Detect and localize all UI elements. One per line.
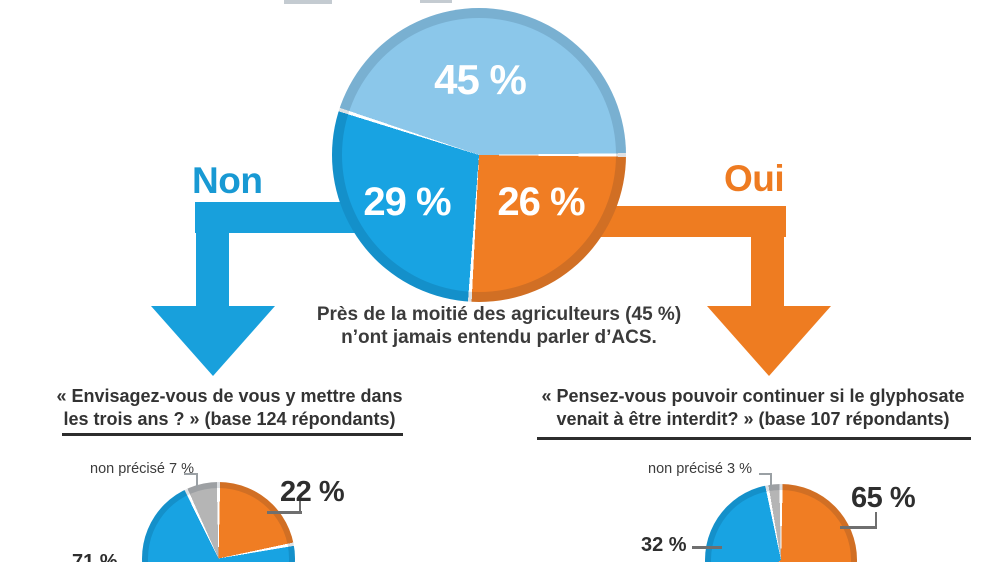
right-question-line-1: « Pensez-vous pouvoir continuer si le gl… [541,386,965,406]
caption-line-2: n’ont jamais entendu parler d’ACS. [341,327,657,348]
main-pie-caption: Près de la moitié des agriculteurs (45 %… [300,303,698,349]
left-question: « Envisagez-vous de vous y mettre dans l… [42,385,417,431]
left-pie-chart [142,482,295,562]
left-pie-value-22: 22 % [280,476,345,508]
left-question-line-2: les trois ans ? » (base 124 répondants) [63,409,396,429]
left-nonprecise-callout-line [196,473,198,488]
yes-arrowhead-icon [707,306,831,376]
main-pie-value-29: 29 % [363,180,451,224]
right-nonprecise-label: non précisé 3 % [648,461,752,477]
left-nonprecise-callout-line [184,473,198,475]
right-pie-value-32: 32 % [641,534,687,556]
main-pie-chart [332,8,626,302]
branch-label-oui: Oui [724,158,785,199]
cropped-title-fragment [420,0,452,3]
no-branch-stem [196,202,229,314]
no-arrowhead-icon [151,306,275,376]
main-pie-value-26: 26 % [497,180,585,224]
left-pie-value-71: 71 % [72,551,118,562]
left-question-line-1: « Envisagez-vous de vous y mettre dans [56,386,403,406]
right-pie-value-65: 65 % [851,482,916,514]
right-question-underline [537,437,971,440]
right-nonprecise-callout-line [759,473,772,475]
left-nonprecise-label: non précisé 7 % [90,461,194,477]
right-nonprecise-callout-line [770,473,772,489]
left-question-underline [62,433,403,436]
cropped-title-fragment [284,0,332,4]
yes-branch-stem [751,206,784,314]
main-pie-value-45: 45 % [434,56,527,103]
branch-label-non: Non [192,160,263,201]
right-question-line-2: venait à être interdit? » (base 107 répo… [556,409,950,429]
left-22-callout-line [267,511,302,514]
right-65-callout-line [875,512,877,528]
left-22-callout-line [299,501,301,513]
right-65-callout-line [840,526,877,529]
right-question: « Pensez-vous pouvoir continuer si le gl… [527,385,979,431]
right-32-callout-line [692,546,722,549]
right-pie-chart [705,484,857,562]
caption-line-1: Près de la moitié des agriculteurs (45 %… [316,304,682,325]
